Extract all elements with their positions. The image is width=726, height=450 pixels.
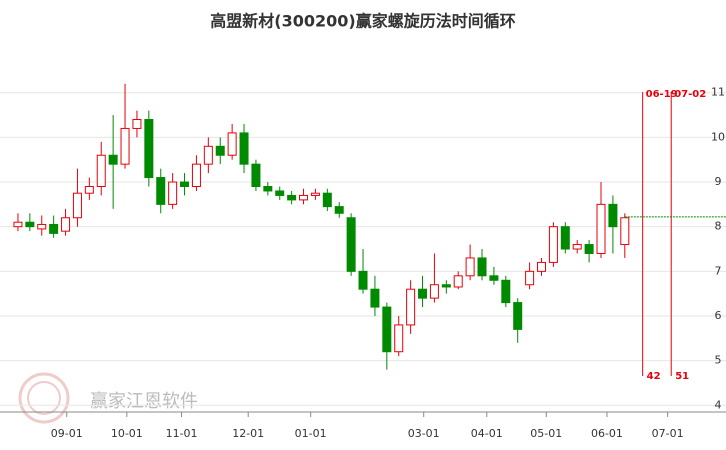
candle-body bbox=[96, 154, 106, 187]
watermark-logo bbox=[18, 372, 70, 424]
candle-body bbox=[203, 145, 213, 165]
candle-body bbox=[25, 221, 35, 228]
x-tick-label: 06-01 bbox=[591, 427, 623, 440]
x-tick-label: 12-01 bbox=[232, 427, 264, 440]
candle-body bbox=[453, 275, 463, 288]
candle-body bbox=[144, 119, 154, 179]
cycle-count: 42 bbox=[647, 371, 661, 382]
candle-body bbox=[61, 217, 71, 232]
x-tick-label: 10-01 bbox=[111, 427, 143, 440]
candle-body bbox=[72, 192, 82, 219]
candle-body bbox=[548, 226, 558, 263]
y-tick-label: 11 bbox=[711, 86, 725, 99]
candle-body bbox=[13, 221, 23, 228]
candle-body bbox=[275, 190, 285, 196]
x-tick-label: 09-01 bbox=[51, 427, 83, 440]
x-tick-label: 01-01 bbox=[295, 427, 327, 440]
cycle-count: 51 bbox=[675, 371, 689, 382]
x-tick-label: 03-01 bbox=[408, 427, 440, 440]
cycle-date: 07-02 bbox=[674, 89, 706, 100]
candle-body bbox=[346, 217, 356, 272]
candle-body bbox=[394, 324, 404, 353]
y-tick-label: 4 bbox=[715, 398, 722, 411]
candle-body bbox=[215, 145, 225, 156]
candle-body bbox=[608, 203, 618, 228]
candle-body bbox=[310, 192, 320, 196]
candle-body bbox=[477, 257, 487, 277]
y-tick-label: 5 bbox=[715, 354, 722, 367]
y-tick-label: 7 bbox=[715, 264, 722, 277]
candle-body bbox=[525, 270, 535, 286]
candle-body bbox=[263, 185, 273, 192]
candle-body bbox=[584, 244, 594, 254]
y-tick-label: 8 bbox=[715, 220, 722, 233]
candle-body bbox=[620, 217, 630, 246]
candle-body bbox=[251, 163, 261, 187]
candle-body bbox=[120, 127, 130, 165]
candle-body bbox=[429, 284, 439, 299]
candle-body bbox=[191, 163, 201, 187]
candle-body bbox=[406, 288, 416, 326]
candle-body bbox=[334, 206, 344, 214]
candle-body bbox=[465, 257, 475, 277]
candle-body bbox=[49, 223, 59, 234]
candle-body bbox=[156, 177, 166, 205]
candle-body bbox=[572, 244, 582, 250]
candle-body bbox=[370, 288, 380, 308]
y-tick-label: 6 bbox=[715, 309, 722, 322]
candle-body bbox=[180, 181, 190, 187]
candle-body bbox=[418, 288, 428, 299]
candle-body bbox=[441, 284, 451, 288]
candle-body bbox=[358, 270, 368, 290]
candle-body bbox=[132, 119, 142, 129]
candle-body bbox=[513, 302, 523, 330]
watermark: 赢家江恩软件 bbox=[90, 390, 198, 412]
candle-body bbox=[560, 226, 570, 250]
candle-body bbox=[537, 261, 547, 272]
chart-title: 高盟新材(300200)赢家螺旋历法时间循环 bbox=[210, 12, 515, 31]
candle-body bbox=[227, 132, 237, 156]
candle-body bbox=[382, 306, 392, 353]
x-tick-label: 04-01 bbox=[471, 427, 503, 440]
candle-body bbox=[489, 275, 499, 281]
candle-body bbox=[322, 192, 332, 208]
candle-body bbox=[84, 185, 94, 194]
x-tick-label: 07-01 bbox=[652, 427, 684, 440]
x-tick-label: 11-01 bbox=[166, 427, 198, 440]
candle-body bbox=[299, 194, 309, 201]
candle-body bbox=[37, 223, 47, 230]
y-tick-label: 9 bbox=[715, 175, 722, 188]
candle-body bbox=[168, 181, 178, 205]
x-tick-label: 05-01 bbox=[530, 427, 562, 440]
candle-body bbox=[287, 194, 297, 201]
candle-body bbox=[596, 203, 606, 254]
y-tick-label: 10 bbox=[711, 130, 725, 143]
candle-body bbox=[108, 154, 118, 165]
candle-body bbox=[239, 132, 249, 165]
candle-body bbox=[501, 279, 511, 304]
cycle-date: 06-19 bbox=[646, 89, 678, 100]
